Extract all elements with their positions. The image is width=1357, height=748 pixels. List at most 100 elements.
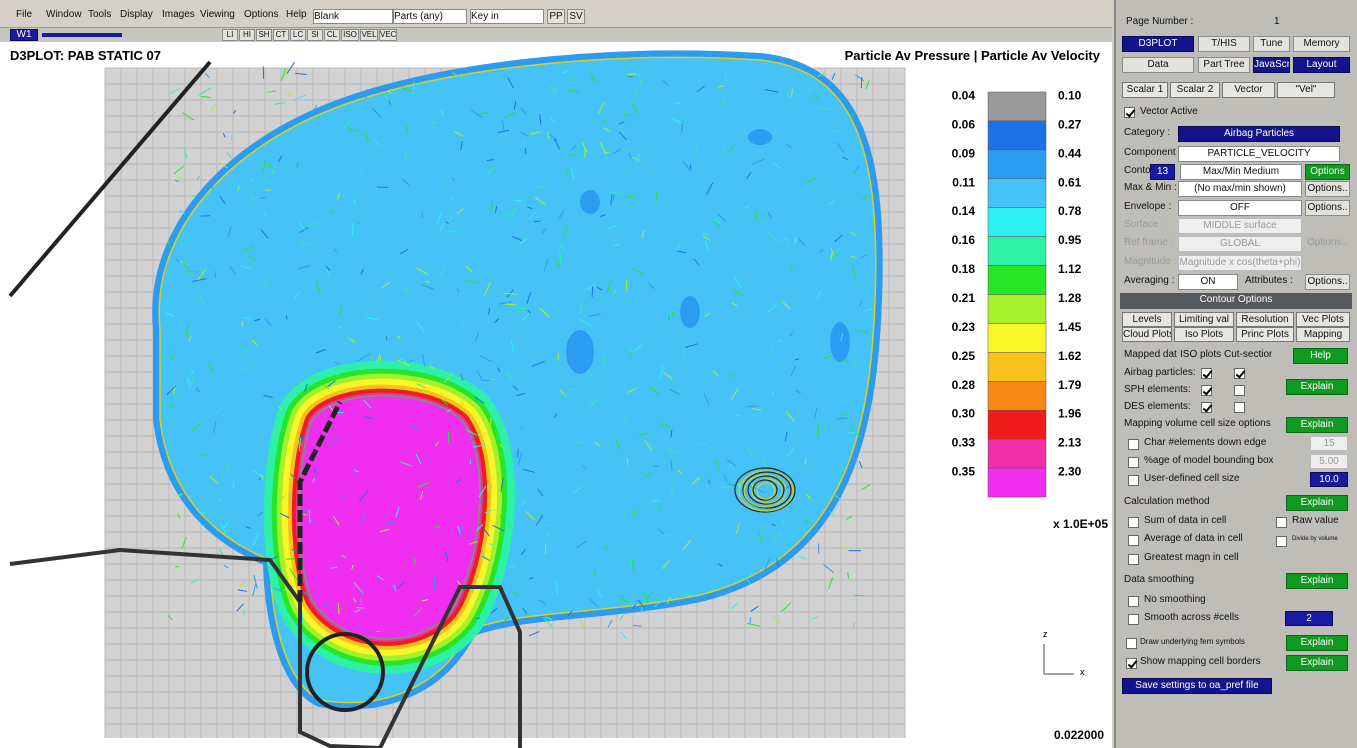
button[interactable]: Explain [1286, 573, 1348, 589]
option-tab[interactable]: Mapping [1296, 327, 1350, 342]
option-tab[interactable]: Princ Plots [1236, 327, 1294, 342]
option-tab[interactable]: Iso Plots [1174, 327, 1234, 342]
checkbox[interactable] [1128, 475, 1139, 486]
dropdown[interactable]: Magnitude x cos(theta+phi) [1178, 255, 1302, 271]
velocity-arrow [209, 184, 214, 190]
checkbox[interactable] [1234, 385, 1245, 396]
menu-button[interactable]: PP [547, 9, 565, 24]
velocity-arrow [439, 110, 445, 116]
button[interactable]: Help [1293, 348, 1348, 364]
checkbox[interactable] [1201, 385, 1212, 396]
button[interactable]: Options.. [1307, 237, 1348, 248]
velocity-arrow [333, 248, 338, 253]
button[interactable]: OFF [1178, 200, 1302, 216]
checkbox[interactable] [1128, 554, 1139, 565]
checkbox[interactable] [1234, 402, 1245, 413]
input[interactable]: 2 [1285, 611, 1333, 626]
top-button[interactable]: Tune [1253, 36, 1290, 52]
vector-tab[interactable]: Scalar 1 [1122, 82, 1168, 98]
second-button[interactable]: Layout [1293, 57, 1350, 73]
dropdown[interactable]: GLOBAL [1178, 236, 1302, 252]
toolbar-button[interactable]: SI [307, 29, 323, 41]
menu-button[interactable]: SV [567, 9, 585, 24]
velocity-arrow [689, 164, 692, 169]
option-tab[interactable]: Resolution [1236, 312, 1294, 327]
menu-item[interactable]: Viewing [200, 9, 235, 20]
input[interactable]: 13 [1150, 164, 1175, 180]
top-button[interactable]: D3PLOT [1122, 36, 1194, 52]
toolbar-button[interactable]: ISO [341, 29, 359, 41]
second-button[interactable]: JavaScript [1253, 57, 1290, 73]
button[interactable]: Explain [1286, 417, 1348, 433]
checkbox[interactable] [1128, 614, 1139, 625]
dropdown[interactable]: Airbag Particles [1178, 126, 1340, 142]
checkbox[interactable] [1126, 638, 1137, 649]
checkbox[interactable] [1128, 439, 1139, 450]
toolbar-button[interactable]: CL [324, 29, 340, 41]
toolbar-button[interactable]: LC [290, 29, 306, 41]
vector-tab[interactable]: "Vel" [1277, 82, 1335, 98]
option-tab[interactable]: Vec Plots [1296, 312, 1350, 327]
save-button[interactable]: Save settings to oa_pref file [1122, 678, 1272, 694]
button[interactable]: Max/Min Medium [1180, 164, 1302, 180]
checkbox[interactable] [1128, 457, 1139, 468]
top-button[interactable]: Memory [1293, 36, 1350, 52]
checkbox[interactable] [1234, 368, 1245, 379]
checkbox[interactable] [1128, 535, 1139, 546]
input[interactable]: 10.0 [1310, 472, 1348, 487]
menu-field[interactable]: Parts (any) [393, 9, 467, 24]
velocity-arrow [239, 349, 246, 354]
dropdown[interactable]: (No max/min shown) [1178, 181, 1302, 197]
menu-item[interactable]: Options [244, 9, 279, 20]
velocity-arrow [334, 361, 341, 365]
menu-field[interactable]: Key in [470, 9, 544, 24]
option-tab[interactable]: Limiting val [1174, 312, 1234, 327]
button[interactable]: Explain [1286, 495, 1348, 511]
velocity-arrow [580, 620, 585, 629]
menu-item[interactable]: Images [162, 9, 195, 20]
option-tab[interactable]: Cloud Plots [1122, 327, 1172, 342]
legend-label-left: 0.04 [952, 89, 976, 103]
menu-item[interactable]: Tools [88, 9, 112, 20]
second-button[interactable]: Data [1122, 57, 1194, 73]
toolbar-button[interactable]: CT [273, 29, 289, 41]
toolbar-button[interactable]: SH [256, 29, 272, 41]
checkbox[interactable] [1276, 536, 1287, 547]
checkbox[interactable] [1276, 517, 1287, 528]
top-button[interactable]: T/HIS [1198, 36, 1250, 52]
button[interactable]: Explain [1286, 635, 1348, 651]
checkbox[interactable] [1201, 368, 1212, 379]
button[interactable]: Options.. [1305, 181, 1350, 197]
window-button[interactable]: W1 [10, 29, 38, 41]
toolbar-button[interactable]: VEL [360, 29, 378, 41]
checkbox[interactable] [1128, 596, 1139, 607]
button[interactable]: Options.. [1305, 274, 1350, 290]
vector-tab[interactable]: Vector [1222, 82, 1275, 98]
menu-item[interactable]: Window [46, 9, 82, 20]
checkbox[interactable] [1201, 402, 1212, 413]
input[interactable]: 5.00 [1310, 454, 1348, 469]
field-label: Contours : [1124, 165, 1162, 176]
button[interactable]: Options.. [1305, 200, 1350, 216]
input[interactable]: 15 [1310, 436, 1348, 451]
dropdown[interactable]: MIDDLE surface [1178, 218, 1302, 234]
menu-item[interactable]: File [16, 9, 33, 20]
second-button[interactable]: Part Tree [1198, 57, 1250, 73]
toolbar-button[interactable]: VEC [379, 29, 397, 41]
menu-item[interactable]: Display [120, 9, 153, 20]
menu-field[interactable]: Blank [313, 9, 393, 24]
checkbox[interactable] [1128, 517, 1139, 528]
toolbar-button[interactable]: LI [222, 29, 238, 41]
checkbox[interactable] [1126, 658, 1137, 669]
dropdown[interactable]: PARTICLE_VELOCITY [1178, 146, 1340, 162]
velocity-arrow [767, 212, 773, 219]
menu-item[interactable]: Help [286, 9, 307, 20]
vector-tab[interactable]: Scalar 2 [1170, 82, 1220, 98]
button[interactable]: Options [1305, 164, 1350, 180]
checkbox[interactable] [1124, 107, 1135, 118]
button[interactable]: Explain [1286, 655, 1348, 671]
button[interactable]: Explain [1286, 379, 1348, 395]
toolbar-button[interactable]: HI [239, 29, 255, 41]
dropdown[interactable]: ON [1178, 274, 1238, 290]
option-tab[interactable]: Levels [1122, 312, 1172, 327]
